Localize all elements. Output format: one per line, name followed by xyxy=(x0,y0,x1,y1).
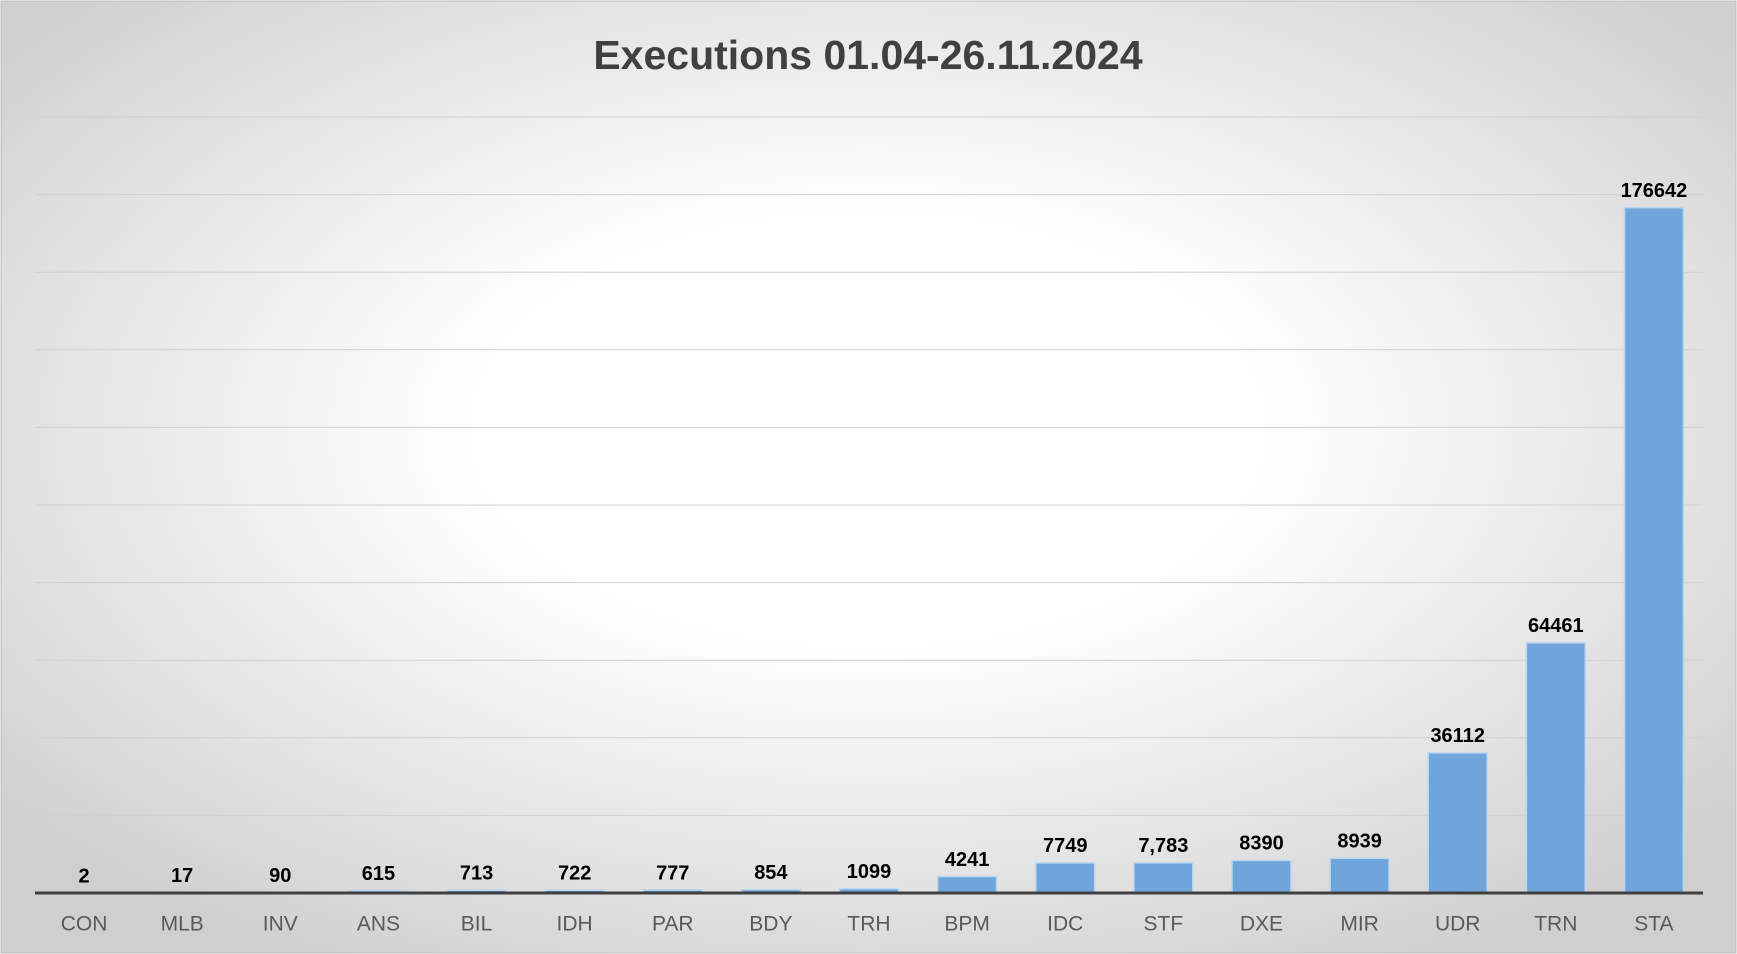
data-label: 8390 xyxy=(1239,833,1284,855)
data-label: 7,783 xyxy=(1138,835,1188,857)
data-label: 176642 xyxy=(1621,180,1688,202)
data-label: 17 xyxy=(171,865,193,887)
x-tick-label: BPM xyxy=(944,913,990,936)
x-tick-label: UDR xyxy=(1435,913,1481,936)
x-tick-label: INV xyxy=(263,913,298,936)
data-label: 713 xyxy=(460,863,493,885)
bar xyxy=(1329,857,1390,894)
x-tick-label: BDY xyxy=(749,913,792,936)
data-label: 722 xyxy=(558,862,591,884)
x-tick-label: TRH xyxy=(847,913,890,936)
x-tick-label: STF xyxy=(1144,913,1184,936)
bar xyxy=(1525,642,1587,894)
data-label: 777 xyxy=(656,862,689,884)
x-tick-label: MIR xyxy=(1340,913,1379,936)
x-tick-label: TRN xyxy=(1534,913,1577,936)
data-label: 615 xyxy=(362,863,395,885)
bar xyxy=(1035,862,1096,894)
bar xyxy=(1623,206,1685,894)
bar xyxy=(1427,752,1488,894)
data-label: 8939 xyxy=(1337,831,1382,853)
data-label: 7749 xyxy=(1043,835,1088,857)
data-label: 854 xyxy=(754,862,788,884)
x-tick-label: ANS xyxy=(357,913,400,936)
x-tick-label: DXE xyxy=(1240,913,1283,936)
x-tick-label: MLB xyxy=(161,913,204,936)
x-tick-label: IDH xyxy=(557,913,593,936)
bar xyxy=(936,875,998,894)
data-label: 1099 xyxy=(847,861,892,883)
data-label: 2 xyxy=(78,865,89,887)
x-tick-label: IDC xyxy=(1047,913,1083,936)
data-label: 64461 xyxy=(1528,615,1584,637)
x-tick-label: CON xyxy=(61,913,108,936)
data-label: 36112 xyxy=(1430,725,1485,747)
bar xyxy=(1133,862,1194,894)
chart-title: Executions 01.04-26.11.2024 xyxy=(593,32,1143,78)
data-label: 4241 xyxy=(945,849,990,871)
bar xyxy=(1231,859,1292,894)
x-tick-label: STA xyxy=(1634,913,1673,936)
x-tick-label: BIL xyxy=(461,913,493,936)
data-label: 90 xyxy=(269,865,291,887)
x-tick-label: PAR xyxy=(652,913,694,936)
